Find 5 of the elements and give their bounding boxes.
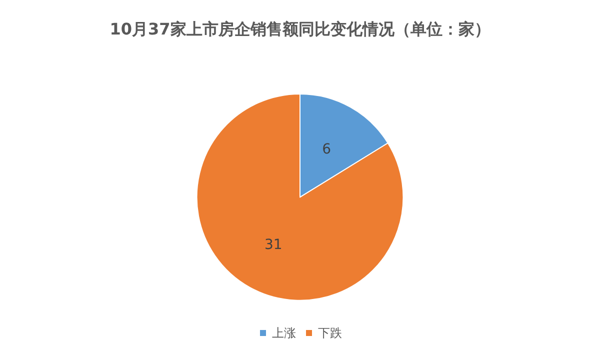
data-label: 6 bbox=[322, 142, 332, 158]
legend-label: 下跌 bbox=[318, 326, 342, 340]
data-label: 31 bbox=[264, 236, 282, 253]
legend-label: 上涨 bbox=[272, 326, 296, 340]
chart-title: 10月37家上市房企销售额同比变化情况（单位：家） bbox=[110, 20, 490, 38]
